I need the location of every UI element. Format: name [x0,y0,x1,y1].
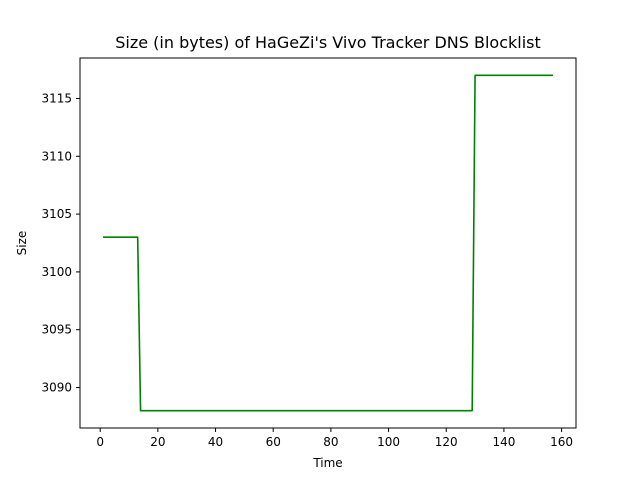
x-tick-label: 40 [208,435,223,449]
x-tick-label: 0 [96,435,104,449]
x-tick-label: 120 [435,435,458,449]
y-tick-label: 3115 [41,91,72,105]
x-tick-label: 140 [492,435,515,449]
x-tick-label: 100 [377,435,400,449]
x-tick-label: 80 [323,435,338,449]
series-layer [103,74,553,412]
y-tick-label: 3090 [41,381,72,395]
plot-frame [79,57,577,429]
series-line [103,74,553,412]
y-tick-label: 3105 [41,207,72,221]
x-axis: 0 20 40 60 80 100 120 140 160 [96,428,573,449]
y-tick-label: 3110 [41,149,72,163]
x-tick-label: 160 [550,435,573,449]
x-tick-label: 20 [150,435,165,449]
y-axis-label: Size [15,231,29,256]
x-tick-label: 60 [266,435,281,449]
y-tick-label: 3095 [41,323,72,337]
y-tick-label: 3100 [41,265,72,279]
x-axis-label: Time [312,456,342,470]
chart-title: Size (in bytes) of HaGeZi's Vivo Tracker… [115,33,541,52]
y-axis: 3090 3095 3100 3105 3110 3115 [41,91,80,395]
